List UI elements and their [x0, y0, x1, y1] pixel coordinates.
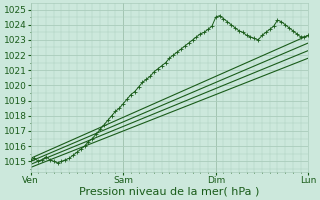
- X-axis label: Pression niveau de la mer( hPa ): Pression niveau de la mer( hPa ): [79, 187, 260, 197]
